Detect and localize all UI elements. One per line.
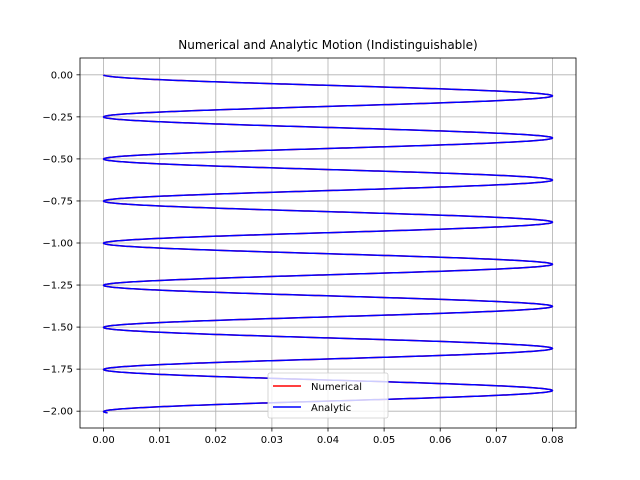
- x-tick-label: 0.02: [205, 435, 227, 446]
- x-tick-label: 0.07: [485, 435, 507, 446]
- y-tick-label: −0.50: [42, 154, 73, 165]
- y-tick-label: −2.00: [42, 407, 73, 418]
- chart-title: Numerical and Analytic Motion (Indisting…: [178, 38, 477, 52]
- plot-area: 0.00 0.01 0.02 0.03 0.04 0.05 0.06 0.07 0.08 0.0…: [42, 57, 577, 446]
- x-tick-label: 0.08: [541, 435, 563, 446]
- legend-label-analytic: Analytic: [311, 403, 351, 414]
- y-tick-label: 0.00: [51, 70, 73, 81]
- x-tick-label: 0.03: [261, 435, 283, 446]
- series-layer: [102, 74, 554, 414]
- x-tick-label: 0.01: [149, 435, 171, 446]
- x-axis: 0.00 0.01 0.02 0.03 0.04 0.05 0.06 0.07 0.08: [92, 428, 564, 446]
- grid: [80, 58, 576, 428]
- y-tick-label: −1.00: [42, 239, 73, 250]
- legend-entry-analytic: Analytic: [273, 403, 351, 414]
- legend-entry-numerical: Numerical: [273, 382, 362, 393]
- x-tick-label: 0.06: [429, 435, 451, 446]
- legend-label-numerical: Numerical: [311, 382, 362, 393]
- x-tick-label: 0.00: [92, 435, 114, 446]
- y-tick-label: −1.75: [42, 365, 73, 376]
- series-line-analytic: [102, 74, 554, 414]
- y-tick-label: −1.50: [42, 323, 73, 334]
- y-axis: 0.00 −0.25 −0.50 −0.75 −1.00 −1.25 −1.50 −1.75 −…: [42, 70, 80, 418]
- y-tick-label: −0.75: [42, 196, 73, 207]
- y-tick-label: −0.25: [42, 112, 73, 123]
- legend: Numerical Analytic: [267, 372, 389, 419]
- x-tick-label: 0.04: [317, 435, 339, 446]
- y-tick-label: −1.25: [42, 281, 73, 292]
- x-tick-label: 0.05: [373, 435, 395, 446]
